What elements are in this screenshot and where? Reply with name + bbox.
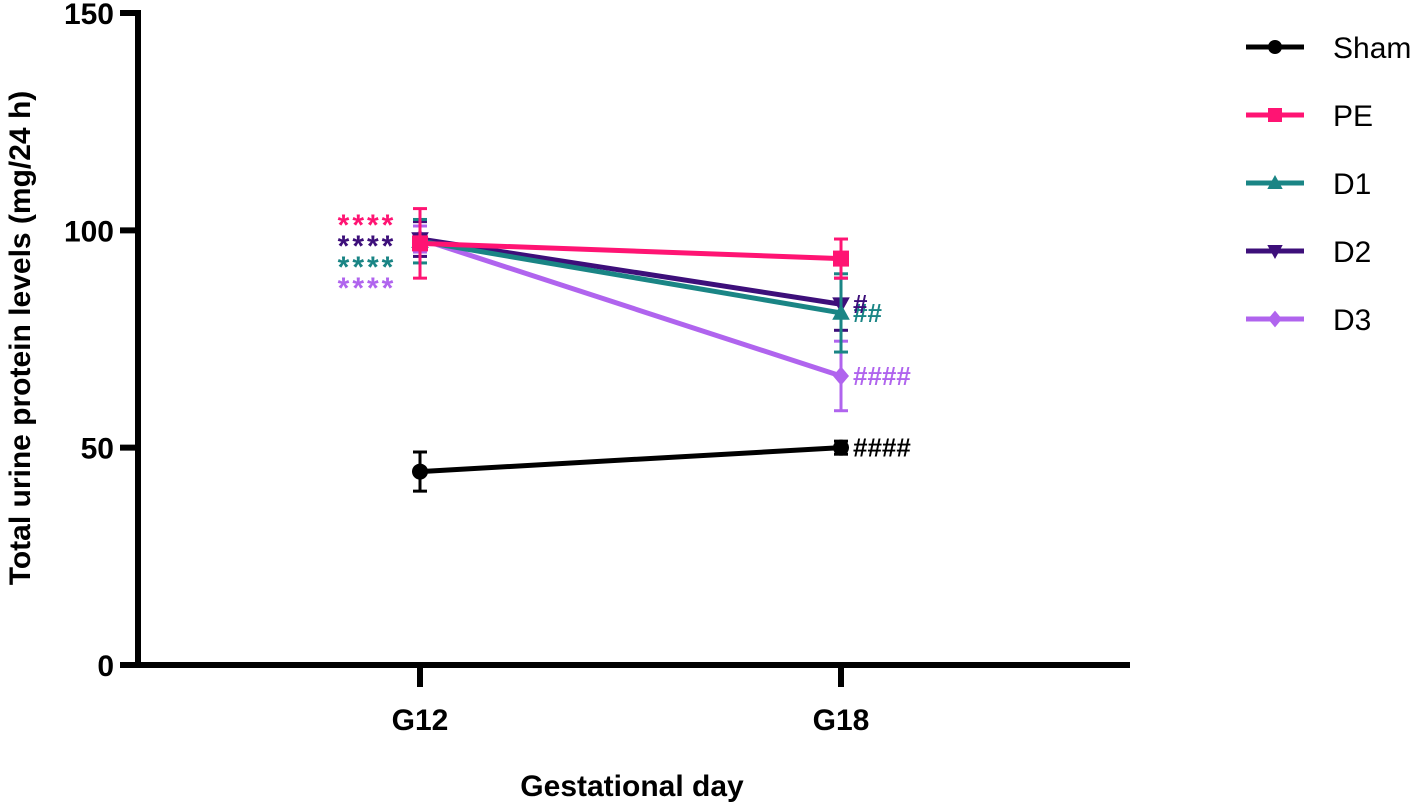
legend-item-sham: Sham [1246, 32, 1411, 65]
y-ticks: 0 50 100 150 [64, 0, 138, 683]
series-line [419, 240, 842, 262]
data-point [412, 463, 428, 480]
significance-label: **** [338, 209, 397, 242]
legend-label: Sham [1333, 32, 1411, 65]
legend: Sham PE D1 D2 D3 [1246, 32, 1411, 337]
legend-item-d3: D3 [1246, 304, 1371, 337]
series-layer [411, 207, 850, 493]
legend-label: D3 [1333, 304, 1371, 337]
x-tick-label: G12 [392, 704, 449, 737]
series-line [419, 236, 842, 307]
legend-item-d1: D1 [1246, 168, 1371, 201]
x-tick-label: G18 [813, 704, 870, 737]
significance-label: # [853, 289, 868, 319]
legend-label: D1 [1333, 168, 1371, 201]
legend-marker [1268, 108, 1282, 122]
significance-label: #### [853, 433, 911, 463]
annotation-layer: ####********##****#****#### [338, 209, 912, 463]
legend-label: PE [1333, 100, 1373, 133]
series-d3 [412, 224, 849, 413]
data-point [833, 439, 849, 456]
legend-marker [1268, 40, 1282, 54]
legend-item-d2: D2 [1246, 236, 1371, 269]
legend-marker [1267, 245, 1283, 260]
x-axis-title: Gestational day [520, 770, 744, 803]
series-sham [412, 439, 849, 493]
significance-label: **** [338, 251, 397, 284]
data-point [832, 303, 850, 320]
data-point [833, 366, 849, 386]
series-line [419, 238, 842, 316]
series-line [419, 236, 842, 379]
y-axis-title: Total urine protein levels (mg/24 h) [4, 91, 37, 586]
series-line [419, 445, 842, 475]
legend-marker [1267, 174, 1283, 189]
legend-item-pe: PE [1246, 100, 1373, 133]
series-d1 [411, 217, 850, 354]
significance-label: #### [853, 361, 911, 391]
significance-label: ## [853, 298, 882, 328]
y-tick-label: 100 [64, 215, 114, 248]
y-tick-label: 150 [64, 0, 114, 31]
series-pe [412, 207, 849, 280]
y-tick-label: 50 [81, 433, 114, 466]
legend-label: D2 [1333, 236, 1371, 269]
legend-marker [1268, 310, 1282, 328]
x-ticks: G12 G18 [392, 665, 870, 737]
y-tick-label: 0 [97, 650, 114, 683]
data-point [833, 250, 849, 267]
significance-label: **** [338, 272, 397, 305]
significance-label: **** [338, 230, 397, 263]
data-point [412, 235, 428, 252]
